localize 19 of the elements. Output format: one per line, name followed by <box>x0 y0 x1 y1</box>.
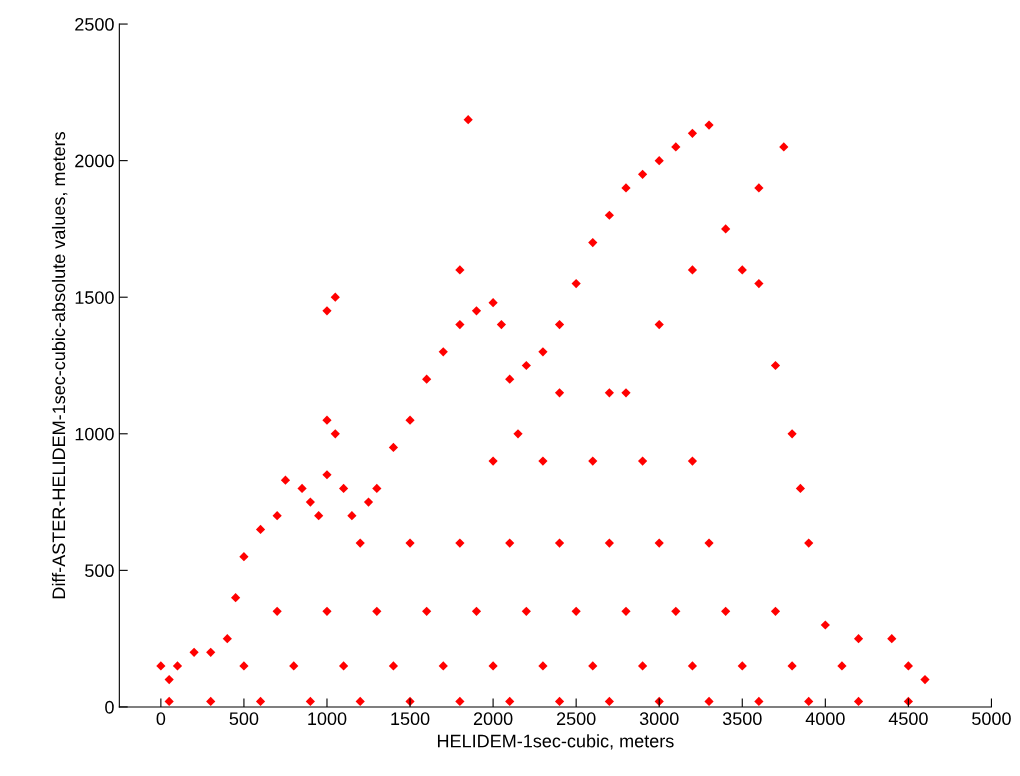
y-tick-label: 500 <box>85 564 114 578</box>
x-tick-label: 3000 <box>639 712 679 726</box>
x-tick-label: 3500 <box>722 712 762 726</box>
y-tick-label: 0 <box>105 700 114 714</box>
x-tick-label: 1500 <box>391 712 430 726</box>
y-tick-label: 2500 <box>75 17 114 31</box>
x-tick-label: 4000 <box>805 712 845 726</box>
x-tick-label: 1000 <box>308 712 347 726</box>
x-tick-label: 500 <box>229 712 259 726</box>
y-tick-label: 2000 <box>75 154 114 168</box>
y-axis-title: Diff-ASTER-HELIDEM-1sec-cubic-absolute values, meters <box>51 132 68 599</box>
y-tick-label: 1500 <box>75 291 114 304</box>
x-tick-label: 0 <box>156 712 166 726</box>
x-tick-label: 5000 <box>972 712 1011 726</box>
x-tick-label: 4500 <box>888 712 928 726</box>
x-tick-label: 2500 <box>556 712 596 726</box>
x-tick-label: 2000 <box>473 712 513 726</box>
x-axis-title: HELIDEM-1sec-cubic, meters <box>437 734 674 750</box>
y-tick-label: 1000 <box>75 427 114 441</box>
